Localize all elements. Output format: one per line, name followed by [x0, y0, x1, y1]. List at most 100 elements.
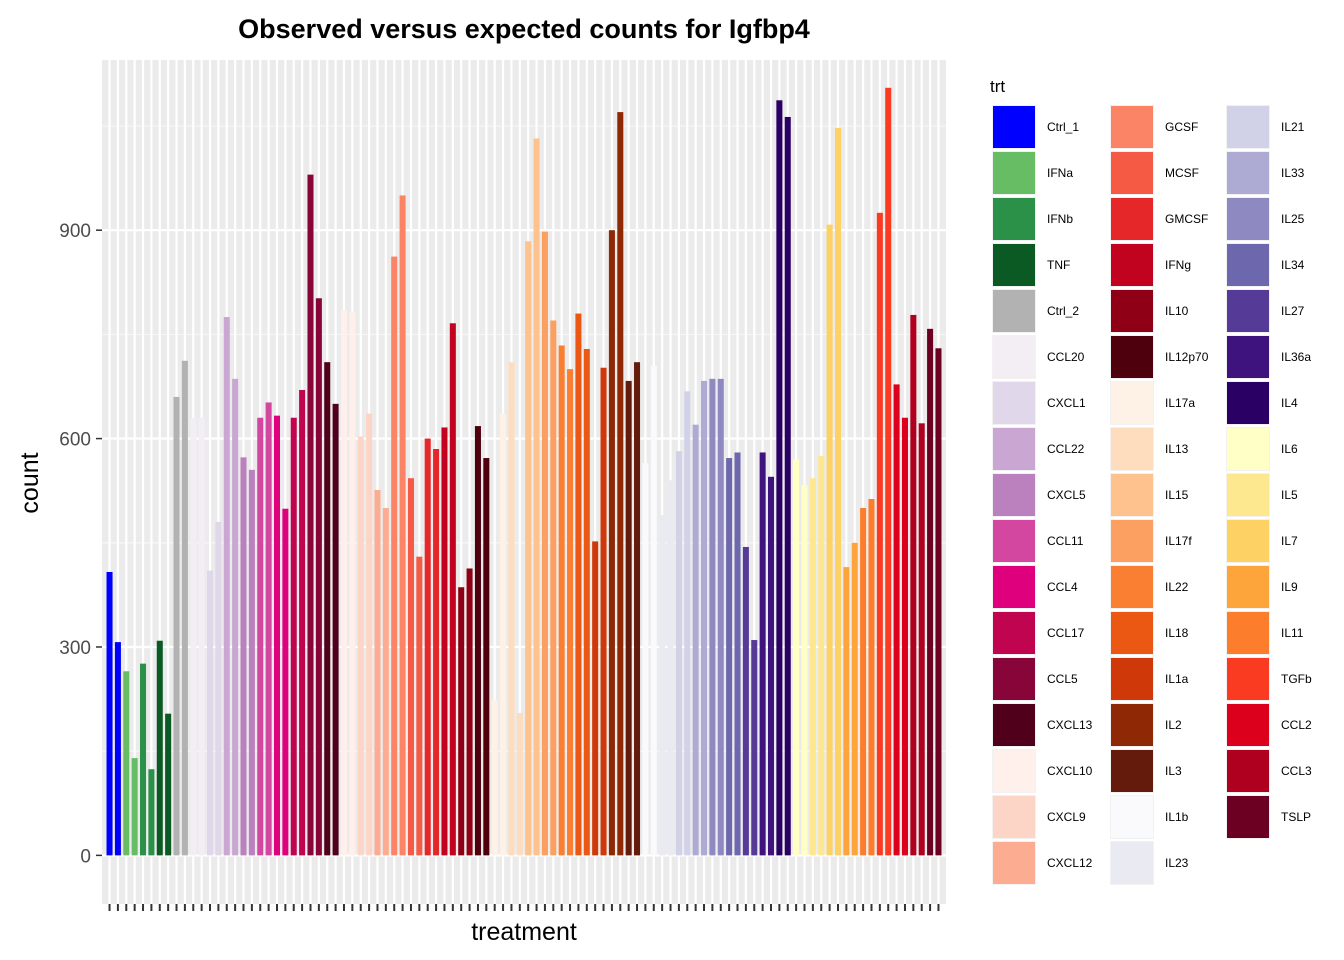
legend-swatch-il34 [1227, 244, 1269, 286]
legend-swatch-il5 [1227, 474, 1269, 516]
legend-label-ctrl_2: Ctrl_2 [1047, 304, 1079, 318]
legend-swatch-ccl17 [993, 612, 1035, 654]
bar-cxcl10-2 [349, 312, 356, 856]
legend-swatch-ifna [993, 152, 1035, 194]
legend-label-il15: IL15 [1165, 488, 1189, 502]
legend-label-il18: IL18 [1165, 626, 1189, 640]
bar-il11-2 [868, 499, 875, 856]
legend-label-il27: IL27 [1281, 304, 1305, 318]
legend-swatch-il2 [1111, 704, 1153, 746]
bar-il17a-2 [500, 413, 507, 856]
legend-swatch-il23 [1111, 842, 1153, 884]
legend-swatch-ifnb [993, 198, 1035, 240]
bar-tslp-2 [935, 348, 942, 856]
bar-mcsf-2 [416, 556, 423, 856]
bar-il23-1 [659, 514, 666, 856]
bar-cxcl9-1 [357, 436, 364, 856]
legend-label-ccl11: CCL11 [1047, 534, 1084, 548]
bar-il27-1 [742, 546, 749, 856]
legend-label-tslp: TSLP [1281, 810, 1311, 824]
bar-il23-2 [667, 480, 674, 856]
legend-swatch-il25 [1227, 198, 1269, 240]
bar-il2-1 [608, 230, 615, 856]
legend-swatch-tslp [1227, 796, 1269, 838]
bar-il1a-2 [600, 367, 607, 856]
bar-il9-1 [843, 567, 850, 856]
legend-label-il1b: IL1b [1165, 810, 1189, 824]
legend-label-il22: IL22 [1165, 580, 1189, 594]
legend-swatch-il13 [1111, 428, 1153, 470]
legend-swatch-cxcl12 [993, 842, 1035, 884]
bar-il3-1 [625, 380, 632, 856]
bar-il6-1 [793, 459, 800, 856]
legend-swatch-il27 [1227, 290, 1269, 332]
bar-il4-2 [784, 116, 791, 856]
bar-ifnb-1 [140, 663, 147, 856]
legend-swatch-mcsf [1111, 152, 1153, 194]
bar-il18-1 [575, 313, 582, 856]
legend-label-ifnb: IFNb [1047, 212, 1073, 226]
legend-swatch-il10 [1111, 290, 1153, 332]
legend-swatch-ccl4 [993, 566, 1035, 608]
legend-label-ctrl_1: Ctrl_1 [1047, 120, 1079, 134]
legend-swatch-il6 [1227, 428, 1269, 470]
bar-ccl5-1 [307, 174, 314, 856]
bar-il22-2 [567, 369, 574, 856]
bar-il12p70-1 [474, 426, 481, 856]
bar-il1a-1 [592, 541, 599, 856]
legend-swatch-ccl22 [993, 428, 1035, 470]
legend-swatch-il17a [1111, 382, 1153, 424]
x-axis-title: treatment [471, 918, 577, 946]
legend-swatch-il33 [1227, 152, 1269, 194]
legend-swatch-il7 [1227, 520, 1269, 562]
legend-label-il25: IL25 [1281, 212, 1305, 226]
bar-ccl22-2 [232, 378, 239, 856]
bar-cxcl9-2 [366, 413, 373, 856]
bar-tgfb-2 [885, 87, 892, 856]
bar-il33-1 [692, 424, 699, 856]
legend-label-il17a: IL17a [1165, 396, 1195, 410]
bar-cxcl5-1 [240, 457, 247, 856]
legend-label-il36a: IL36a [1281, 350, 1311, 364]
legend-swatch-il17f [1111, 520, 1153, 562]
bar-cxcl13-1 [324, 362, 331, 856]
legend-swatch-il12p70 [1111, 336, 1153, 378]
y-axis-title: count [16, 452, 44, 513]
legend-swatch-il11 [1227, 612, 1269, 654]
legend-swatch-il4 [1227, 382, 1269, 424]
legend-swatch-gmcsf [1111, 198, 1153, 240]
legend-label-mcsf: MCSF [1165, 166, 1199, 180]
bar-cxcl1-2 [215, 521, 222, 856]
legend-label-cxcl12: CXCL12 [1047, 856, 1093, 870]
bar-il3-2 [634, 362, 641, 856]
bar-il17f-2 [550, 320, 557, 856]
legend-swatch-gcsf [1111, 106, 1153, 148]
bar-ccl17-1 [290, 417, 297, 856]
legend-label-il11: IL11 [1281, 626, 1304, 640]
bar-cxcl1-1 [206, 570, 214, 856]
bar-ccl11-2 [265, 402, 272, 856]
bar-cxcl5-2 [248, 469, 255, 856]
bar-il34-2 [734, 452, 741, 856]
bar-il2-2 [617, 112, 624, 856]
bar-cxcl12-1 [374, 489, 381, 856]
legend-label-ifng: IFNg [1165, 258, 1191, 272]
legend-swatch-tnf [993, 244, 1035, 286]
bar-cxcl12-2 [382, 508, 389, 856]
bar-il5-2 [818, 455, 825, 856]
bar-il10-1 [458, 587, 465, 856]
legend-label-il5: IL5 [1281, 488, 1298, 502]
bar-il11-1 [860, 508, 867, 856]
legend-label-il33: IL33 [1281, 166, 1305, 180]
bar-gcsf-2 [399, 195, 406, 856]
legend-swatch-cxcl1 [993, 382, 1035, 424]
legend-label-cxcl9: CXCL9 [1047, 810, 1086, 824]
bar-ccl20-2 [198, 417, 205, 856]
legend-label-il23: IL23 [1165, 856, 1189, 870]
legend-label-il10: IL10 [1165, 304, 1189, 318]
legend-swatch-il1b [1111, 796, 1153, 838]
bar-il1b-2 [650, 365, 657, 856]
legend-title: trt [990, 77, 1005, 96]
bar-il25-2 [717, 378, 724, 856]
